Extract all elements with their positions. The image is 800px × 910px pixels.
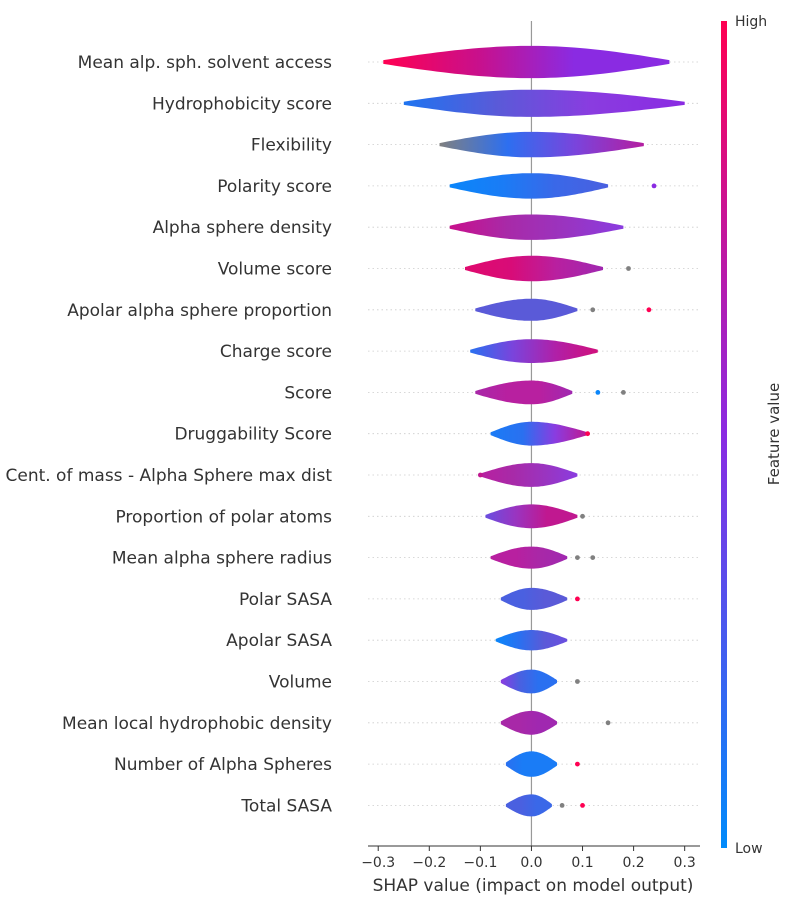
outlier-point bbox=[477, 472, 483, 478]
violin-shape bbox=[449, 173, 609, 199]
colorbar-low-label: Low bbox=[735, 841, 763, 857]
violin-shape bbox=[383, 45, 670, 79]
x-tick-label: 0.1 bbox=[571, 855, 593, 871]
outlier-point bbox=[651, 183, 657, 189]
outlier-point bbox=[575, 555, 580, 560]
outlier-point bbox=[575, 761, 580, 767]
outlier-points bbox=[477, 183, 657, 808]
violins bbox=[383, 45, 685, 817]
feature-label: Polar SASA bbox=[239, 590, 332, 610]
colorbar: High Low Feature value bbox=[721, 14, 783, 857]
violin-shape bbox=[505, 751, 557, 777]
outlier-point bbox=[585, 431, 591, 437]
feature-labels: Mean alp. sph. solvent access Hydrophobic… bbox=[5, 53, 332, 816]
violin-shape bbox=[485, 504, 578, 529]
feature-label: Polarity score bbox=[217, 177, 332, 197]
violin-shape bbox=[490, 421, 588, 446]
feature-label: Score bbox=[284, 383, 332, 403]
violin-shape bbox=[475, 380, 573, 405]
violin-shape bbox=[505, 794, 552, 817]
feature-label: Volume bbox=[269, 673, 332, 693]
outlier-point bbox=[575, 679, 580, 684]
x-tick-label: −0.2 bbox=[412, 855, 446, 871]
outlier-point bbox=[605, 720, 611, 726]
outlier-point bbox=[646, 307, 652, 313]
violin-shape bbox=[500, 669, 557, 694]
feature-label: Mean alpha sphere radius bbox=[112, 549, 332, 569]
outlier-point bbox=[559, 803, 565, 808]
outlier-point bbox=[595, 390, 601, 395]
violin-shape bbox=[475, 298, 578, 321]
outlier-point bbox=[580, 513, 585, 519]
feature-label: Druggability Score bbox=[174, 425, 332, 445]
x-tick-label: 0.3 bbox=[674, 855, 696, 871]
violin-shape bbox=[500, 587, 568, 610]
violin-shape bbox=[495, 630, 568, 651]
feature-label: Number of Alpha Spheres bbox=[114, 755, 332, 775]
violin-shape bbox=[490, 546, 568, 569]
x-tick-label: −0.3 bbox=[361, 855, 395, 871]
feature-label: Mean alp. sph. solvent access bbox=[78, 53, 332, 73]
x-axis: −0.3 −0.2 −0.1 0.0 0.1 0.2 0.3 SHAP value (imp… bbox=[361, 845, 700, 896]
violin-shape bbox=[470, 339, 598, 363]
feature-label: Proportion of polar atoms bbox=[115, 507, 332, 527]
feature-label: Mean local hydrophobic density bbox=[62, 714, 332, 734]
row-gridlines bbox=[368, 61, 700, 806]
colorbar-title: Feature value bbox=[765, 383, 783, 485]
feature-label: Alpha sphere density bbox=[153, 218, 332, 238]
outlier-point bbox=[590, 307, 596, 313]
outlier-point bbox=[620, 390, 626, 395]
outlier-point bbox=[580, 803, 585, 808]
colorbar-gradient bbox=[721, 21, 727, 848]
colorbar-high-label: High bbox=[735, 14, 767, 30]
feature-label: Charge score bbox=[220, 342, 332, 362]
x-ticks: −0.3 −0.2 −0.1 0.0 0.1 0.2 0.3 bbox=[361, 846, 696, 871]
violin-shape bbox=[500, 710, 557, 735]
x-tick-label: −0.1 bbox=[463, 855, 497, 871]
outlier-point bbox=[626, 266, 631, 271]
feature-label: Apolar SASA bbox=[226, 631, 332, 651]
outlier-point bbox=[575, 596, 580, 602]
x-tick-label: 0.0 bbox=[520, 855, 542, 871]
feature-label: Apolar alpha sphere proportion bbox=[67, 301, 332, 321]
feature-label: Hydrophobicity score bbox=[152, 94, 332, 114]
x-axis-label: SHAP value (impact on model output) bbox=[373, 876, 694, 896]
feature-label: Flexibility bbox=[251, 136, 332, 156]
feature-label: Cent. of mass - Alpha Sphere max dist bbox=[5, 466, 332, 486]
feature-label: Volume score bbox=[218, 260, 332, 280]
violin-shape bbox=[439, 131, 644, 158]
violin-shape bbox=[465, 255, 603, 282]
violin-shape bbox=[449, 214, 624, 240]
outlier-point bbox=[590, 555, 596, 560]
violin-shape bbox=[480, 463, 578, 487]
feature-label: Total SASA bbox=[240, 796, 332, 816]
x-tick-label: 0.2 bbox=[622, 855, 644, 871]
violin-shape bbox=[403, 89, 685, 117]
